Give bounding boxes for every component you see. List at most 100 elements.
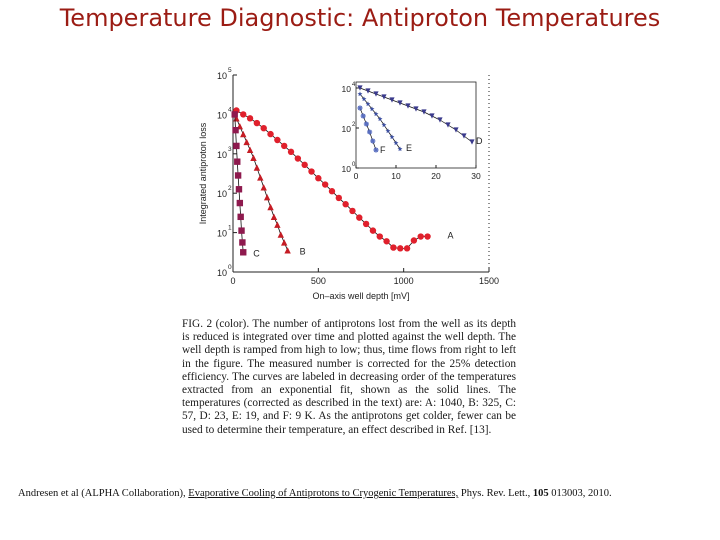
inset-frame	[355, 81, 477, 169]
data-point	[240, 249, 247, 256]
x-tick-label: 1000	[394, 276, 414, 286]
figure: 10 0 10 1 10 2 10 3 10 4 10 5 0 500 1000 1500 On–axis we…	[193, 60, 503, 310]
inset-data-point	[357, 91, 363, 97]
x-tick-label: 1500	[479, 276, 499, 286]
caption-label: FIG. 2 (color).	[182, 318, 250, 330]
data-point	[267, 130, 274, 138]
citation-volume: 105	[532, 488, 549, 499]
inset-data-point	[381, 94, 387, 100]
x-axis-label: On–axis well depth [mV]	[312, 291, 409, 301]
y-tick-exponent: 5	[228, 67, 232, 74]
y-tick-exponent: 3	[228, 146, 232, 153]
citation-link[interactable]: Evaporative Cooling of Antiprotons to Cr…	[188, 488, 459, 499]
inset-data-point	[429, 113, 435, 119]
data-point	[277, 231, 284, 238]
data-point	[270, 213, 278, 221]
data-point	[235, 186, 243, 193]
data-point	[281, 142, 288, 150]
series-B: B	[233, 115, 306, 256]
y-axis-label: Integrated antiproton loss	[198, 122, 208, 224]
data-point	[237, 213, 244, 221]
series-label-C: C	[253, 248, 260, 258]
data-point	[397, 245, 404, 252]
x-tick-label: 500	[311, 276, 326, 286]
series-C: C	[231, 111, 260, 258]
series-A: A	[233, 107, 454, 252]
inset-x-tick-label: 20	[431, 171, 441, 181]
inset-data-point	[363, 121, 369, 127]
y-tick-label: 10	[217, 189, 227, 199]
series-label-A: A	[448, 231, 454, 241]
data-point	[308, 168, 315, 175]
data-point	[257, 174, 264, 181]
inset-series-label-D: D	[476, 136, 483, 146]
inset-x-tick-label: 0	[354, 171, 359, 181]
data-point	[236, 199, 244, 207]
inset-y-tick-label: 10	[342, 84, 352, 94]
data-point	[294, 155, 302, 162]
data-point	[250, 154, 257, 161]
data-point	[243, 138, 250, 146]
citation-rest: 013003, 2010.	[551, 488, 612, 499]
inset-data-point	[453, 127, 459, 133]
inset-data-point	[365, 101, 371, 107]
fit-line-B	[236, 118, 288, 251]
inset-data-point	[373, 91, 379, 97]
inset-data-point	[367, 129, 373, 135]
inset-y-tick-label: 10	[342, 124, 352, 134]
inset-data-point	[373, 147, 379, 153]
inset-series-F: F	[357, 105, 386, 155]
inset-data-point	[397, 100, 403, 106]
inset-series-D: D	[357, 85, 483, 146]
y-tick-label: 10	[217, 268, 227, 278]
data-point	[335, 194, 343, 202]
inset-series-E: E	[357, 91, 412, 153]
inset-data-point	[370, 138, 376, 144]
data-point	[349, 207, 356, 215]
data-point	[342, 201, 349, 208]
data-point	[321, 181, 329, 188]
main-series: A B C	[231, 107, 454, 258]
inset-data-point	[469, 139, 475, 145]
data-point	[284, 247, 291, 254]
data-point	[253, 119, 261, 127]
data-point	[281, 239, 288, 246]
inset-y-tick-label: 10	[342, 164, 352, 174]
inset-data-point	[389, 97, 395, 103]
inset-data-point	[381, 122, 387, 128]
figure-caption: FIG. 2 (color). The number of antiproton…	[182, 318, 516, 437]
data-point	[390, 244, 397, 251]
inset-data-point	[437, 117, 443, 123]
data-point	[238, 227, 245, 234]
data-point	[403, 245, 411, 252]
inset-y-tick-exponent: 4	[352, 82, 356, 88]
data-point	[376, 233, 383, 240]
data-point	[315, 175, 322, 182]
inset-data-point	[369, 106, 375, 112]
y-tick-label: 10	[217, 150, 227, 160]
inset-data-point	[360, 113, 366, 119]
data-point	[328, 188, 336, 195]
inset-data-point	[405, 103, 411, 109]
inset-data-point	[357, 105, 363, 111]
inset-data-point	[357, 85, 363, 91]
data-point	[233, 142, 240, 150]
data-point	[274, 221, 281, 228]
inset-series-label-F: F	[380, 145, 386, 155]
inset-data-point	[393, 140, 399, 146]
data-point	[231, 111, 238, 118]
data-point	[263, 193, 271, 201]
inset-data-point	[361, 96, 367, 102]
y-tick-exponent: 2	[228, 185, 232, 192]
data-point	[260, 184, 267, 191]
data-point	[253, 164, 261, 171]
inset-data-point	[397, 146, 403, 152]
inset-data-point	[445, 122, 451, 128]
inset-data-point	[461, 133, 467, 139]
y-tick-label: 10	[217, 229, 227, 239]
data-point	[234, 158, 241, 165]
y-tick-label: 10	[217, 71, 227, 81]
data-point	[369, 227, 377, 234]
